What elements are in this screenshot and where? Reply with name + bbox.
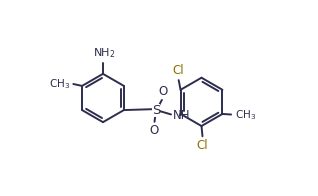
- Text: NH$_2$: NH$_2$: [93, 46, 115, 60]
- Text: CH$_3$: CH$_3$: [49, 77, 71, 91]
- Text: CH$_3$: CH$_3$: [235, 108, 256, 122]
- Text: NH: NH: [173, 109, 190, 122]
- Text: S: S: [152, 104, 160, 117]
- Text: Cl: Cl: [197, 139, 208, 152]
- Text: Cl: Cl: [172, 64, 183, 77]
- Text: O: O: [158, 85, 168, 98]
- Text: O: O: [149, 124, 159, 137]
